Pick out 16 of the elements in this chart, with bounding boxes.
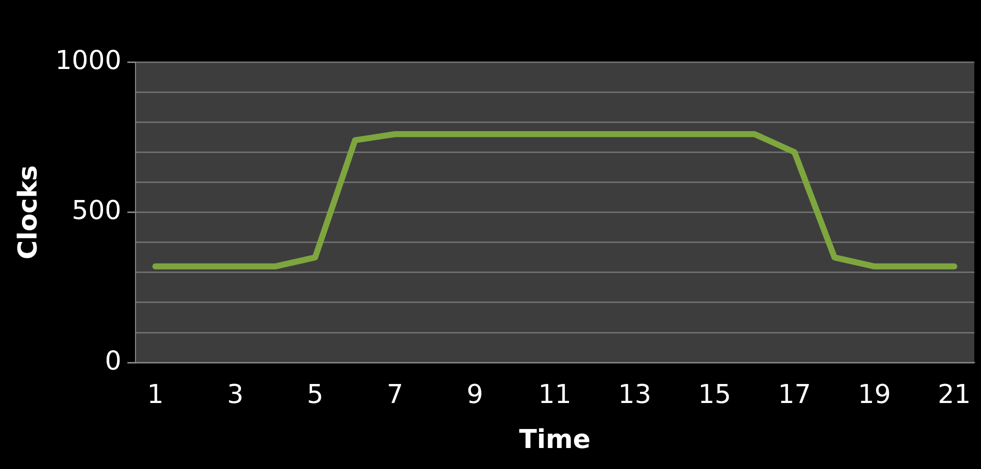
x-tick-label: 17 [778,380,812,410]
x-tick-label: 13 [618,380,652,410]
x-tick-label: 19 [858,380,891,410]
x-tick-label: 11 [538,380,572,410]
x-tick-label: 9 [466,380,484,410]
x-axis-title: Time [519,425,591,456]
x-tick-label: 7 [386,380,404,410]
x-tick-label: 5 [306,380,324,410]
x-tick-label: 15 [698,380,732,410]
y-tick-label: 500 [72,196,122,226]
y-tick-label: 0 [104,346,122,376]
x-tick-label: 1 [147,380,164,410]
x-tick-label: 21 [938,380,971,410]
y-tick-label: 1000 [55,46,122,76]
y-axis-title: Clocks [13,165,44,260]
x-tick-label: 3 [226,380,244,410]
